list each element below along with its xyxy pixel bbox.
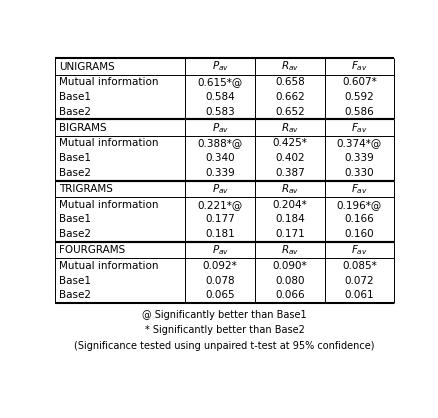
Text: $P_{av}$: $P_{av}$ xyxy=(212,243,229,257)
Text: Mutual information: Mutual information xyxy=(59,138,158,148)
Text: Base1: Base1 xyxy=(59,275,91,285)
Text: $F_{av}$: $F_{av}$ xyxy=(351,182,368,196)
Text: Base2: Base2 xyxy=(59,229,91,239)
Text: $R_{av}$: $R_{av}$ xyxy=(281,121,299,135)
Text: $P_{av}$: $P_{av}$ xyxy=(212,60,229,74)
Text: 0.221*@: 0.221*@ xyxy=(198,200,243,210)
Text: 0.402: 0.402 xyxy=(275,153,305,163)
Text: Base1: Base1 xyxy=(59,92,91,102)
Text: 0.387: 0.387 xyxy=(275,168,305,178)
Text: $F_{av}$: $F_{av}$ xyxy=(351,243,368,257)
Text: 0.592: 0.592 xyxy=(345,92,374,102)
Text: 0.072: 0.072 xyxy=(345,275,374,285)
Text: 0.339: 0.339 xyxy=(345,153,374,163)
Text: $R_{av}$: $R_{av}$ xyxy=(281,60,299,74)
Text: 0.339: 0.339 xyxy=(205,168,235,178)
Text: 0.160: 0.160 xyxy=(345,229,374,239)
Text: 0.196*@: 0.196*@ xyxy=(337,200,382,210)
Text: 0.425*: 0.425* xyxy=(272,138,307,148)
Text: UNIGRAMS: UNIGRAMS xyxy=(59,61,115,71)
Text: Mutual information: Mutual information xyxy=(59,77,158,87)
Text: 0.374*@: 0.374*@ xyxy=(337,138,382,148)
Text: Mutual information: Mutual information xyxy=(59,261,158,271)
Text: 0.065: 0.065 xyxy=(205,291,235,301)
Text: 0.184: 0.184 xyxy=(275,214,305,224)
Text: Base2: Base2 xyxy=(59,107,91,117)
Text: 0.204*: 0.204* xyxy=(272,200,307,210)
Text: Mutual information: Mutual information xyxy=(59,200,158,210)
Text: (Significance tested using unpaired t-test at 95% confidence): (Significance tested using unpaired t-te… xyxy=(74,341,375,351)
Text: BIGRAMS: BIGRAMS xyxy=(59,123,106,133)
Text: 0.607*: 0.607* xyxy=(342,77,377,87)
Text: @ Significantly better than Base1: @ Significantly better than Base1 xyxy=(142,310,307,320)
Text: 0.340: 0.340 xyxy=(205,153,235,163)
Text: 0.080: 0.080 xyxy=(275,275,304,285)
Text: $R_{av}$: $R_{av}$ xyxy=(281,243,299,257)
Text: 0.171: 0.171 xyxy=(275,229,305,239)
Text: * Significantly better than Base2: * Significantly better than Base2 xyxy=(145,325,304,335)
Text: 0.583: 0.583 xyxy=(205,107,235,117)
Text: Base1: Base1 xyxy=(59,153,91,163)
Text: 0.181: 0.181 xyxy=(205,229,235,239)
Text: TRIGRAMS: TRIGRAMS xyxy=(59,184,113,194)
Text: $F_{av}$: $F_{av}$ xyxy=(351,60,368,74)
Text: 0.078: 0.078 xyxy=(205,275,235,285)
Text: $F_{av}$: $F_{av}$ xyxy=(351,121,368,135)
Text: 0.658: 0.658 xyxy=(275,77,305,87)
Text: 0.330: 0.330 xyxy=(345,168,374,178)
Text: 0.584: 0.584 xyxy=(205,92,235,102)
Text: 0.166: 0.166 xyxy=(345,214,374,224)
Text: 0.085*: 0.085* xyxy=(342,261,377,271)
Text: 0.662: 0.662 xyxy=(275,92,305,102)
Text: $R_{av}$: $R_{av}$ xyxy=(281,182,299,196)
Text: Base2: Base2 xyxy=(59,168,91,178)
Text: Base2: Base2 xyxy=(59,291,91,301)
Text: 0.066: 0.066 xyxy=(275,291,305,301)
Text: FOURGRAMS: FOURGRAMS xyxy=(59,245,125,255)
Text: 0.061: 0.061 xyxy=(345,291,374,301)
Text: 0.615*@: 0.615*@ xyxy=(198,77,243,87)
Text: 0.090*: 0.090* xyxy=(272,261,307,271)
Text: $P_{av}$: $P_{av}$ xyxy=(212,182,229,196)
Text: 0.177: 0.177 xyxy=(205,214,235,224)
Text: $P_{av}$: $P_{av}$ xyxy=(212,121,229,135)
Text: 0.388*@: 0.388*@ xyxy=(198,138,243,148)
Text: 0.092*: 0.092* xyxy=(203,261,237,271)
Text: Base1: Base1 xyxy=(59,214,91,224)
Text: 0.586: 0.586 xyxy=(345,107,374,117)
Text: 0.652: 0.652 xyxy=(275,107,305,117)
